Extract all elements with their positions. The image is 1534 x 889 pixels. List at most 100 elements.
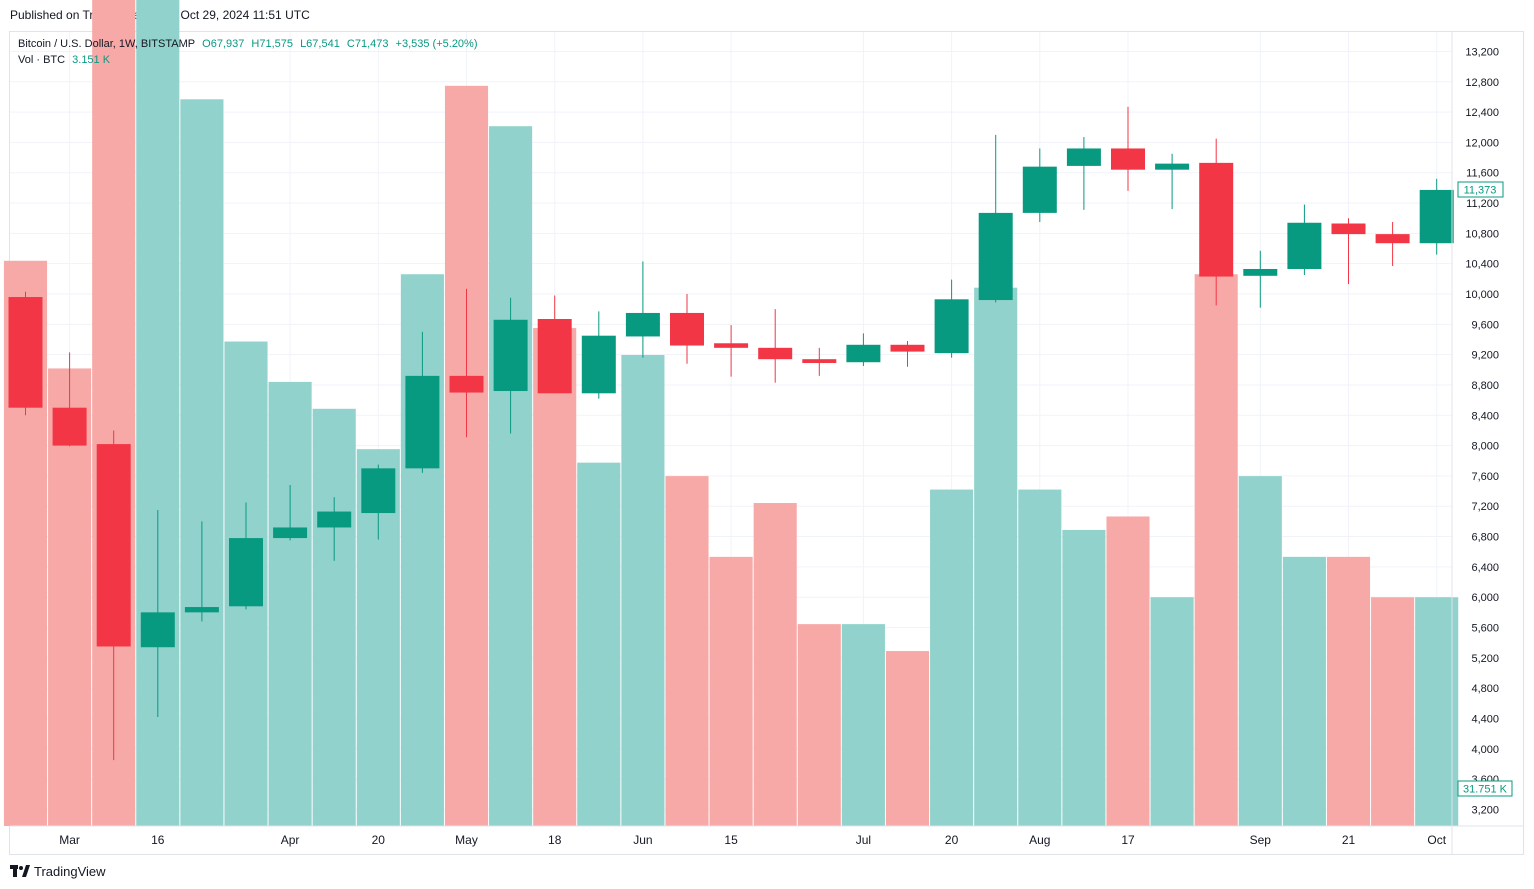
x-tick-label: Jun: [633, 833, 652, 847]
volume-bar: [1194, 274, 1238, 826]
volume-bar: [841, 624, 885, 826]
volume-bar: [312, 408, 356, 826]
candle-body: [670, 312, 704, 346]
legend-symbol: Bitcoin / U.S. Dollar, 1W, BITSTAMP: [18, 38, 196, 50]
candle-body: [317, 511, 352, 528]
volume-bar: [444, 85, 489, 826]
x-tick-label: Aug: [1029, 833, 1050, 847]
y-tick-label: 5,600: [1471, 623, 1499, 635]
candle-body: [405, 375, 440, 469]
volume-bar: [621, 354, 665, 826]
volume-bar: [1238, 476, 1282, 826]
candle-body: [581, 335, 616, 394]
x-tick-label: Apr: [281, 833, 300, 847]
y-tick-label: 12,400: [1465, 107, 1499, 119]
candle-body: [1331, 223, 1366, 235]
tradingview-logo-icon: [10, 864, 30, 879]
candle-body: [714, 343, 749, 348]
candle-body: [625, 312, 660, 337]
volume-bar: [1150, 597, 1194, 826]
candle-body: [140, 612, 175, 648]
volume-bar: [1326, 556, 1371, 826]
legend-volume-value: 3.151 K: [72, 54, 111, 66]
y-tick-label: 12,000: [1465, 137, 1499, 149]
volume-badge: 31.751 K: [1463, 784, 1508, 796]
y-tick-label: 8,800: [1471, 380, 1499, 392]
candle-body: [1243, 268, 1278, 276]
x-tick-label: 16: [151, 833, 165, 847]
candle-body: [52, 407, 87, 446]
y-tick-label: 10,400: [1465, 259, 1499, 271]
x-tick-label: 20: [945, 833, 959, 847]
volume-bar: [974, 287, 1018, 826]
candle-body: [8, 297, 43, 408]
candle-body: [273, 527, 308, 539]
price-badge: 11,373: [1464, 185, 1497, 197]
y-tick-label: 8,000: [1471, 441, 1499, 453]
y-tick-label: 6,800: [1471, 532, 1499, 544]
candle-body: [934, 299, 969, 354]
x-tick-label: 15: [724, 833, 738, 847]
y-tick-label: 9,200: [1471, 350, 1499, 362]
candle-body: [1111, 148, 1145, 170]
volume-bar: [268, 381, 312, 826]
y-tick-label: 10,800: [1465, 228, 1499, 240]
candles: [8, 106, 1454, 761]
y-tick-label: 10,000: [1465, 289, 1499, 301]
price-axis: 3,2003,6004,0004,4004,8005,2005,6006,000…: [1465, 46, 1499, 816]
y-tick-label: 8,400: [1471, 410, 1499, 422]
volume-bar: [1018, 489, 1062, 826]
y-tick-label: 9,600: [1471, 319, 1499, 331]
y-tick-label: 6,000: [1471, 592, 1499, 604]
price-badge-bg: [1457, 181, 1504, 198]
candle-body: [493, 319, 528, 392]
candle-body: [184, 607, 219, 613]
x-tick-label: 18: [548, 833, 562, 847]
candle-body: [1066, 148, 1101, 166]
y-tick-label: 11,600: [1466, 168, 1499, 180]
y-tick-label: 12,800: [1465, 77, 1499, 89]
legend-high: H71,575: [251, 38, 293, 50]
volume-bar: [1415, 597, 1459, 826]
candle-body: [537, 319, 572, 394]
y-tick-label: 5,200: [1471, 653, 1499, 665]
legend-low: L67,541: [300, 38, 340, 50]
volume-bar: [533, 328, 577, 826]
candle-body: [802, 359, 837, 363]
x-tick-label: 21: [1342, 833, 1356, 847]
legend-open: O67,937: [202, 38, 245, 50]
volume-bar: [1282, 556, 1326, 826]
x-tick-label: Sep: [1250, 833, 1272, 847]
candle-body: [96, 444, 131, 647]
y-tick-label: 4,400: [1471, 713, 1499, 725]
legend-volume-row: Vol · BTC 3.151 K: [18, 52, 482, 68]
volume-bar: [885, 651, 930, 826]
y-tick-label: 3,200: [1471, 804, 1499, 816]
candle-body: [846, 344, 881, 363]
axis-badges: 11,373 31.751 K: [1457, 181, 1513, 797]
y-tick-label: 7,600: [1471, 471, 1499, 483]
candle-body: [978, 212, 1013, 301]
y-tick-label: 4,000: [1471, 744, 1499, 756]
candle-body: [361, 468, 396, 514]
legend-ohlc-row: Bitcoin / U.S. Dollar, 1W, BITSTAMP O67,…: [18, 36, 482, 52]
legend-change: +3,535 (+5.20%): [395, 38, 478, 50]
y-tick-label: 6,400: [1471, 562, 1499, 574]
x-tick-label: May: [455, 833, 478, 847]
candle-body: [1287, 222, 1322, 269]
y-tick-label: 7,200: [1471, 501, 1499, 513]
time-axis: Mar 16 Apr 20 May 18 Jun 15 Jul 20 Aug 17 Sep 21 Oct: [10, 32, 1523, 855]
candle-body: [229, 538, 263, 607]
y-tick-label: 4,800: [1471, 683, 1499, 695]
legend-close: C71,473: [346, 38, 389, 50]
x-tick-label: 17: [1121, 833, 1135, 847]
candle-body: [1155, 163, 1190, 170]
candle-body: [890, 344, 925, 352]
volume-bars: [3, 0, 1459, 827]
footer-brand[interactable]: TradingView: [10, 864, 106, 879]
legend-volume-label: Vol · BTC: [18, 54, 66, 66]
volume-bar: [1371, 597, 1415, 826]
volume-bar: [180, 99, 224, 826]
candle-body: [1022, 166, 1057, 213]
